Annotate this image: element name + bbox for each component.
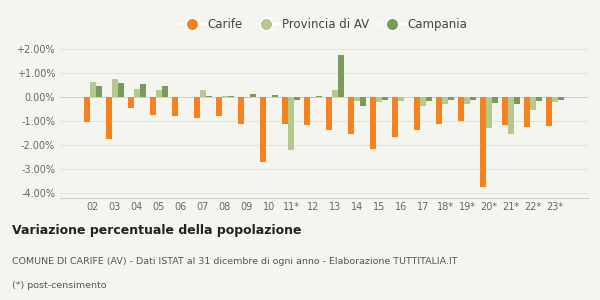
- Bar: [492, 97, 498, 103]
- Bar: [558, 97, 564, 100]
- Bar: [294, 97, 300, 100]
- Bar: [118, 83, 124, 97]
- Bar: [134, 89, 140, 97]
- Bar: [250, 94, 256, 97]
- Bar: [282, 97, 288, 124]
- Bar: [156, 90, 162, 97]
- Bar: [84, 97, 90, 122]
- Text: Variazione percentuale della popolazione: Variazione percentuale della popolazione: [12, 224, 302, 237]
- Bar: [524, 97, 530, 127]
- Bar: [140, 84, 146, 97]
- Bar: [272, 95, 278, 97]
- Bar: [426, 97, 432, 101]
- Bar: [332, 90, 338, 97]
- Bar: [222, 96, 228, 97]
- Bar: [238, 97, 244, 124]
- Bar: [470, 97, 476, 100]
- Bar: [260, 97, 266, 162]
- Bar: [194, 97, 200, 118]
- Bar: [398, 97, 404, 101]
- Bar: [530, 97, 536, 110]
- Bar: [338, 55, 344, 97]
- Bar: [464, 97, 470, 104]
- Bar: [216, 97, 222, 116]
- Bar: [288, 97, 294, 150]
- Bar: [200, 90, 206, 97]
- Bar: [310, 97, 316, 98]
- Bar: [392, 97, 398, 137]
- Bar: [436, 97, 442, 124]
- Bar: [228, 96, 234, 97]
- Bar: [370, 97, 376, 149]
- Bar: [382, 97, 388, 100]
- Bar: [150, 97, 156, 115]
- Bar: [508, 97, 514, 134]
- Bar: [442, 97, 448, 104]
- Bar: [486, 97, 492, 128]
- Bar: [172, 97, 178, 116]
- Text: COMUNE DI CARIFE (AV) - Dati ISTAT al 31 dicembre di ogni anno - Elaborazione TU: COMUNE DI CARIFE (AV) - Dati ISTAT al 31…: [12, 257, 458, 266]
- Bar: [128, 97, 134, 108]
- Bar: [552, 97, 558, 102]
- Bar: [316, 96, 322, 97]
- Bar: [162, 86, 168, 97]
- Bar: [502, 97, 508, 125]
- Bar: [106, 97, 112, 139]
- Bar: [112, 79, 118, 97]
- Bar: [354, 97, 360, 101]
- Bar: [458, 97, 464, 121]
- Bar: [546, 97, 552, 126]
- Bar: [90, 82, 96, 97]
- Bar: [414, 97, 420, 130]
- Bar: [348, 97, 354, 134]
- Bar: [420, 97, 426, 106]
- Bar: [536, 97, 542, 101]
- Bar: [376, 97, 382, 102]
- Bar: [206, 96, 212, 97]
- Legend: Carife, Provincia di AV, Campania: Carife, Provincia di AV, Campania: [176, 14, 472, 36]
- Bar: [96, 86, 102, 97]
- Bar: [448, 97, 454, 100]
- Bar: [514, 97, 520, 104]
- Bar: [360, 97, 366, 106]
- Bar: [244, 97, 250, 98]
- Bar: [304, 97, 310, 125]
- Text: (*) post-censimento: (*) post-censimento: [12, 281, 107, 290]
- Bar: [326, 97, 332, 130]
- Bar: [480, 97, 486, 187]
